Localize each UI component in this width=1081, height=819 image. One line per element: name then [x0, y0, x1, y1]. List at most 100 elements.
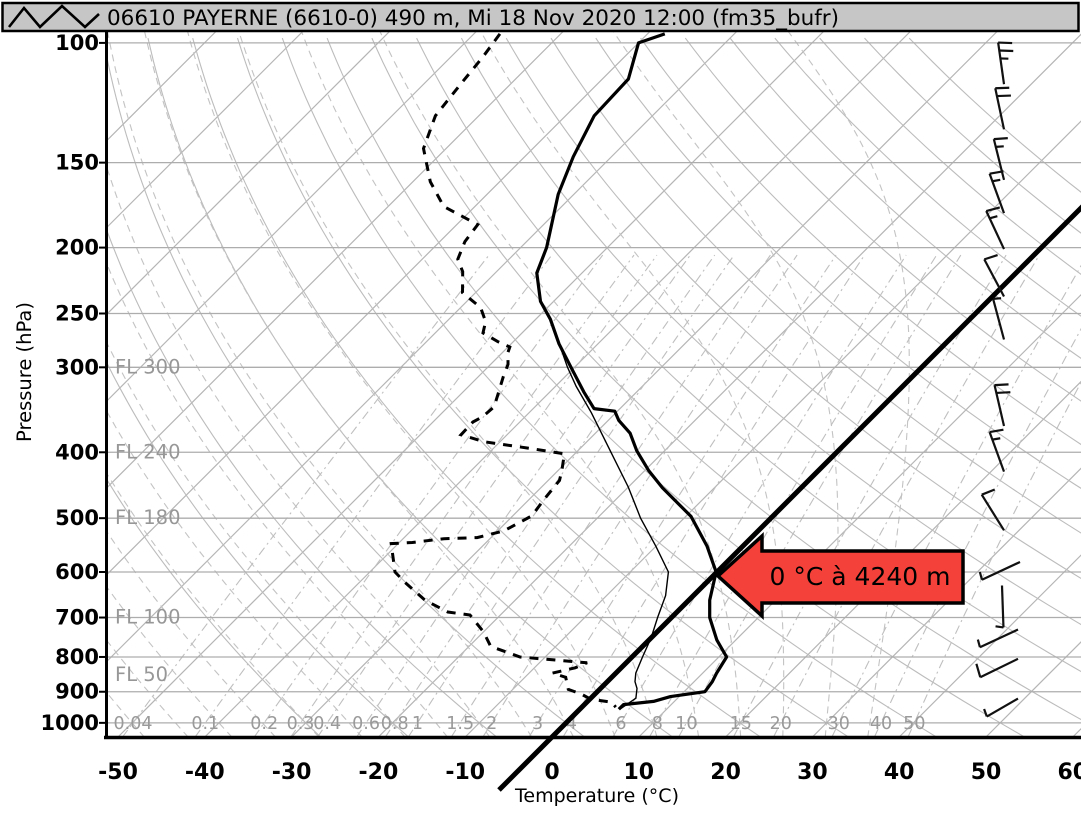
- mixing-ratio-label: 3: [532, 714, 543, 734]
- temperature-axis-title: Temperature (°C): [514, 785, 679, 807]
- mixing-ratio-label: 30: [828, 714, 850, 734]
- moist-adiabat: [300, 30, 700, 737]
- mixing-ratio-line-50: [907, 381, 1081, 737]
- wind-barb: [985, 206, 1005, 250]
- wind-barb: [978, 561, 1021, 581]
- dry-adiabat: [908, 37, 1081, 193]
- isotherm--50: [117, 30, 826, 737]
- isotherm-40: [898, 554, 1081, 737]
- mixing-ratio-label: 0.6: [352, 714, 380, 734]
- mixing-ratio-label: 0.04: [114, 714, 153, 734]
- wet-bulb-trace: [558, 344, 670, 710]
- mixing-ratio-line-4: [562, 254, 865, 737]
- temperature-tick-label: 20: [710, 760, 741, 785]
- mixing-ratio-line-0.8: [384, 254, 716, 737]
- mixing-ratio-labels: 0.04 0.1 0.2 0.30.4 0.6 0.8 1 1.5 2 3 4 6 8 10 15 20 30 4…: [114, 714, 926, 734]
- temperature-tick-label: -50: [98, 760, 138, 785]
- dry-adiabat: [595, 37, 1081, 489]
- isotherm--40: [204, 30, 913, 737]
- dry-adiabat: [774, 37, 1081, 317]
- pressure-tick-label: 250: [55, 301, 99, 325]
- mixing-ratio-label: 1.5: [446, 714, 474, 734]
- mixing-ratio-line-15: [732, 254, 1007, 737]
- dry-adiabat: [460, 37, 1081, 626]
- moist-adiabat: [107, 410, 363, 737]
- isotherm--80: [107, 30, 566, 489]
- dry-adiabat: [640, 37, 1081, 446]
- moist-adiabat: [611, 30, 839, 737]
- mixing-ratio-label: 0.2: [250, 714, 278, 734]
- temperature-tick-label: -10: [445, 760, 485, 785]
- pressure-tick-label: 500: [55, 506, 99, 530]
- flight-level-label: FL 50: [115, 663, 168, 686]
- dry-adiabat: [684, 37, 1081, 402]
- flight-level-label: FL 100: [115, 606, 181, 629]
- mixing-ratio-line-0.04: [121, 254, 490, 737]
- mixing-ratio-line-0.2: [253, 254, 604, 737]
- mixing-ratio-label: 15: [730, 714, 752, 734]
- wind-barb: [975, 657, 1019, 679]
- flight-level-labels: FL 300 FL 240 FL 180 FL 100 FL 50: [115, 355, 181, 686]
- isotherm--10: [464, 120, 1081, 737]
- sounding-zigzag-icon: [7, 4, 100, 29]
- mixing-ratio-label: 0.1: [191, 714, 219, 734]
- flight-level-label: FL 240: [115, 440, 181, 463]
- moist-adiabat: [107, 30, 533, 737]
- temperature-tick-label: 0: [544, 760, 559, 785]
- dry-adiabat: [107, 478, 322, 737]
- wind-barb: [997, 41, 1014, 85]
- title-bar-background: [1, 1, 1080, 33]
- zero-degree-isotherm-line: [497, 204, 1081, 792]
- dry-adiabat-gridlines: [107, 37, 1081, 737]
- dry-adiabat: [550, 37, 1081, 534]
- pressure-tick-labels: 100 150 200 250 300 400 500 600 700 800 900 1000: [41, 31, 107, 735]
- mixing-ratio-line-10: [678, 254, 962, 737]
- isotherm--110: [107, 30, 305, 229]
- wind-barb: [988, 428, 1006, 472]
- mixing-ratio-label: 0.8: [381, 714, 409, 734]
- isotherm--70: [107, 30, 652, 576]
- dry-adiabat: [107, 361, 410, 737]
- dry-adiabat: [192, 37, 762, 737]
- wind-barb: [995, 585, 1005, 629]
- mixing-ratio-line-2: [482, 254, 798, 737]
- dry-adiabat: [326, 37, 1026, 737]
- temperature-line: [535, 32, 729, 711]
- pressure-gridlines: [107, 42, 1081, 724]
- mixing-ratio-label: 6: [615, 714, 626, 734]
- moist-adiabat: [237, 30, 658, 737]
- wind-barbs: [975, 41, 1021, 718]
- mixing-ratio-label: 8: [652, 714, 663, 734]
- wind-barb: [976, 628, 1019, 649]
- mixing-ratio-label: 4: [566, 714, 577, 734]
- dry-adiabat: [416, 37, 1081, 673]
- dry-adiabat: [236, 37, 850, 737]
- isotherm--90: [107, 30, 479, 402]
- freezing-label: 0 °C à 4240 m: [770, 562, 951, 591]
- flight-level-label: FL 180: [115, 506, 181, 529]
- mixing-ratio-label: 0.4: [313, 714, 341, 734]
- wind-barb: [988, 170, 1006, 214]
- freezing-arrow: [715, 532, 965, 620]
- mixing-ratio-line-1: [407, 254, 735, 737]
- mixing-ratio-label: 20: [770, 714, 792, 734]
- moist-adiabat: [378, 30, 742, 737]
- dry-adiabat: [729, 37, 1081, 359]
- mixing-ratio-label: 40: [870, 714, 892, 734]
- pressure-tick-label: 600: [55, 560, 99, 584]
- wind-barb: [993, 383, 1011, 427]
- mixing-ratio-line-3: [528, 254, 837, 737]
- dry-adiabat: [505, 37, 1081, 580]
- wet-bulb-line: [558, 344, 670, 710]
- station-title: 06610 PAYERNE (6610-0) 490 m, Mi 18 Nov …: [107, 6, 839, 31]
- mixing-ratio-line-6: [612, 254, 907, 737]
- wind-barb: [992, 137, 1008, 181]
- pressure-tick-label: 700: [55, 606, 99, 630]
- pressure-axis-title: Pressure (hPa): [13, 302, 36, 442]
- temperature-tick-labels: -50 -40 -30 -20 -10 0 10 20 30 40 50 60: [98, 760, 1081, 785]
- wind-barb: [983, 697, 1019, 718]
- mixing-ratio-label: 10: [675, 714, 697, 734]
- mixing-ratio-label: 0.3: [287, 714, 315, 734]
